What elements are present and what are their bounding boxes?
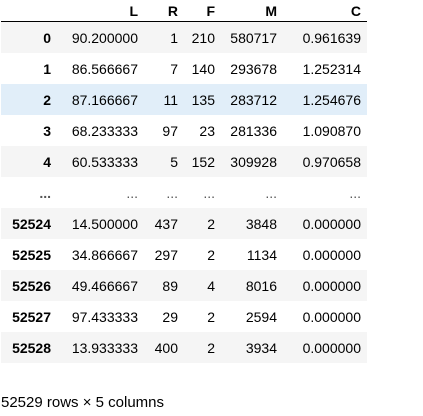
row-index: 52524 — [1, 208, 57, 239]
cell-f: 2 — [184, 332, 221, 363]
index-header — [1, 0, 57, 22]
cell-m: 2594 — [221, 301, 283, 332]
table-row: 0 90.200000 1 210 580717 0.961639 — [1, 21, 367, 53]
cell-c: 0.000000 — [283, 208, 367, 239]
cell-l: 13.933333 — [57, 332, 144, 363]
cell-l: 90.200000 — [57, 21, 144, 53]
row-index: 0 — [1, 21, 57, 53]
row-index: 52528 — [1, 332, 57, 363]
table-row: 2 87.166667 11 135 283712 1.254676 — [1, 84, 367, 115]
table-row: 52526 49.466667 89 4 8016 0.000000 — [1, 270, 367, 301]
cell-c: 0.000000 — [283, 301, 367, 332]
cell-m: 281336 — [221, 115, 283, 146]
row-index: 1 — [1, 53, 57, 84]
cell-l: 60.533333 — [57, 146, 144, 177]
table-row: 52525 34.866667 297 2 1134 0.000000 — [1, 239, 367, 270]
column-header-f: F — [184, 0, 221, 22]
cell-r: 400 — [144, 332, 184, 363]
cell-m: ... — [221, 177, 283, 208]
cell-m: 283712 — [221, 84, 283, 115]
table-shape-summary: 52529 rows × 5 columns — [1, 394, 165, 411]
cell-r: 11 — [144, 84, 184, 115]
cell-f: 135 — [184, 84, 221, 115]
table-header: L R F M C — [1, 0, 367, 22]
cell-m: 8016 — [221, 270, 283, 301]
cell-c: 1.254676 — [283, 84, 367, 115]
dataframe-table: L R F M C 0 90.200000 1 210 580717 0.961639 1 8… — [1, 0, 367, 363]
column-header-m: M — [221, 0, 283, 22]
cell-f: 2 — [184, 301, 221, 332]
row-index: 52525 — [1, 239, 57, 270]
row-index: 3 — [1, 115, 57, 146]
cell-r: 437 — [144, 208, 184, 239]
cell-l: 34.866667 — [57, 239, 144, 270]
cell-r: 297 — [144, 239, 184, 270]
cell-r: 89 — [144, 270, 184, 301]
cell-l: 14.500000 — [57, 208, 144, 239]
cell-r: 1 — [144, 21, 184, 53]
cell-f: 2 — [184, 239, 221, 270]
cell-f: ... — [184, 177, 221, 208]
cell-l: 68.233333 — [57, 115, 144, 146]
cell-l: 49.466667 — [57, 270, 144, 301]
cell-m: 3934 — [221, 332, 283, 363]
table-row: 1 86.566667 7 140 293678 1.252314 — [1, 53, 367, 84]
cell-f: 4 — [184, 270, 221, 301]
cell-f: 152 — [184, 146, 221, 177]
cell-c: ... — [283, 177, 367, 208]
cell-l: 87.166667 — [57, 84, 144, 115]
cell-c: 1.252314 — [283, 53, 367, 84]
table-row: 52528 13.933333 400 2 3934 0.000000 — [1, 332, 367, 363]
cell-l: 86.566667 — [57, 53, 144, 84]
cell-c: 0.000000 — [283, 270, 367, 301]
cell-c: 1.090870 — [283, 115, 367, 146]
row-index: 52527 — [1, 301, 57, 332]
table-body: 0 90.200000 1 210 580717 0.961639 1 86.566667 7 1… — [1, 21, 367, 363]
table-row: 3 68.233333 97 23 281336 1.090870 — [1, 115, 367, 146]
column-header-l: L — [57, 0, 144, 22]
ellipsis-row: .................. — [1, 177, 367, 208]
cell-r: ... — [144, 177, 184, 208]
cell-r: 7 — [144, 53, 184, 84]
cell-r: 97 — [144, 115, 184, 146]
cell-r: 5 — [144, 146, 184, 177]
cell-f: 140 — [184, 53, 221, 84]
cell-m: 1134 — [221, 239, 283, 270]
row-index: 2 — [1, 84, 57, 115]
row-index: 4 — [1, 146, 57, 177]
cell-m: 580717 — [221, 21, 283, 53]
cell-c: 0.961639 — [283, 21, 367, 53]
column-header-c: C — [283, 0, 367, 22]
cell-c: 0.970658 — [283, 146, 367, 177]
cell-r: 29 — [144, 301, 184, 332]
cell-l: 97.433333 — [57, 301, 144, 332]
cell-l: ... — [57, 177, 144, 208]
cell-c: 0.000000 — [283, 239, 367, 270]
cell-m: 293678 — [221, 53, 283, 84]
column-header-r: R — [144, 0, 184, 22]
row-index: 52526 — [1, 270, 57, 301]
cell-m: 3848 — [221, 208, 283, 239]
cell-f: 23 — [184, 115, 221, 146]
table-row: 52527 97.433333 29 2 2594 0.000000 — [1, 301, 367, 332]
table-row: 4 60.533333 5 152 309928 0.970658 — [1, 146, 367, 177]
cell-f: 2 — [184, 208, 221, 239]
cell-f: 210 — [184, 21, 221, 53]
header-row: L R F M C — [1, 0, 367, 22]
cell-m: 309928 — [221, 146, 283, 177]
row-index: ... — [1, 177, 57, 208]
cell-c: 0.000000 — [283, 332, 367, 363]
table-row: 52524 14.500000 437 2 3848 0.000000 — [1, 208, 367, 239]
